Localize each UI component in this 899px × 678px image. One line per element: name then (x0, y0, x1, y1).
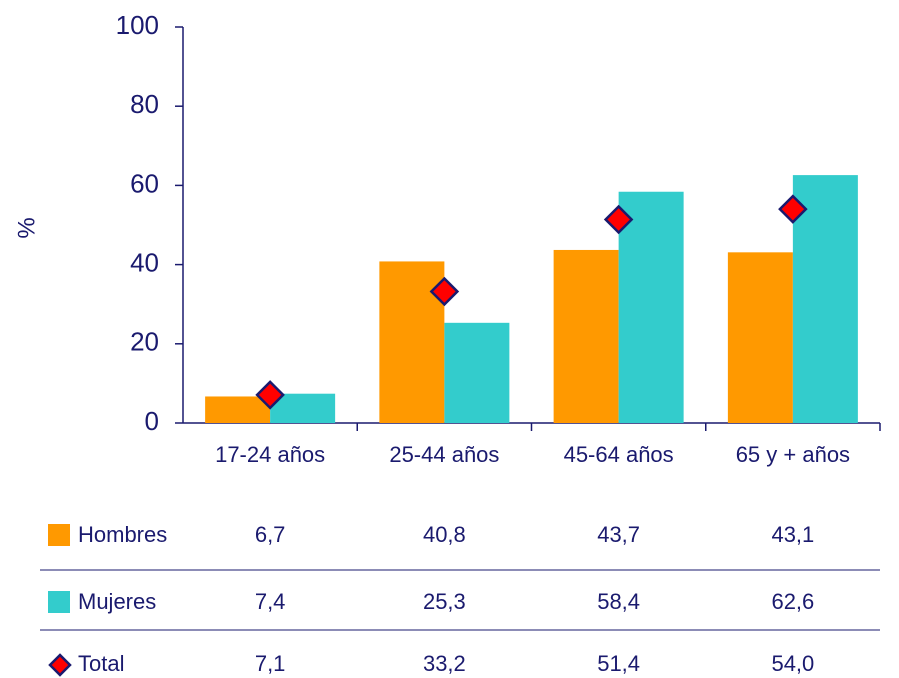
legend-marker (48, 653, 72, 677)
y-tick-label: 60 (130, 168, 159, 198)
table-value: 58,4 (597, 589, 640, 614)
y-tick-label: 80 (130, 89, 159, 119)
y-tick-label: 0 (145, 406, 159, 436)
table-value: 7,4 (255, 589, 286, 614)
x-tick-label: 45-64 años (564, 442, 674, 467)
legend-label: Mujeres (78, 589, 156, 614)
x-tick-label: 65 y + años (736, 442, 850, 467)
bar (727, 252, 793, 423)
table-value: 43,7 (597, 522, 640, 547)
bar (792, 175, 858, 423)
x-tick-label: 17-24 años (215, 442, 325, 467)
bar (205, 396, 271, 423)
table-value: 33,2 (423, 651, 466, 676)
legend-label: Hombres (78, 522, 167, 547)
total-marker (255, 380, 285, 410)
legend-label: Total (78, 651, 124, 676)
bar (553, 249, 619, 423)
table-value: 54,0 (771, 651, 814, 676)
bar (618, 191, 684, 423)
table-value: 51,4 (597, 651, 640, 676)
legend-swatch (48, 591, 70, 613)
legend-swatch (48, 524, 70, 546)
table-value: 40,8 (423, 522, 466, 547)
table-value: 62,6 (771, 589, 814, 614)
y-tick-label: 100 (116, 10, 159, 40)
x-tick-label: 25-44 años (389, 442, 499, 467)
bar (379, 261, 445, 423)
table-value: 25,3 (423, 589, 466, 614)
total-marker (778, 194, 808, 224)
table-value: 43,1 (771, 522, 814, 547)
table-value: 7,1 (255, 651, 286, 676)
bar (444, 322, 510, 423)
table-value: 6,7 (255, 522, 286, 547)
total-marker (429, 276, 460, 307)
total-marker (603, 204, 634, 235)
y-axis-label: % (13, 217, 40, 238)
y-tick-label: 40 (130, 247, 159, 277)
y-tick-label: 20 (130, 327, 159, 357)
